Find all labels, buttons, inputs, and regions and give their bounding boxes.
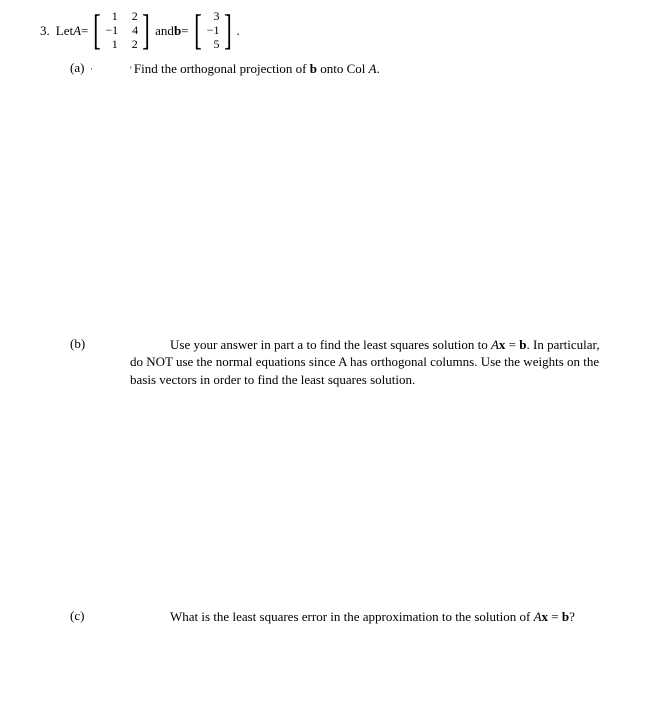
cell: 2 bbox=[126, 38, 138, 52]
text: Use your answer in part a to find the le… bbox=[170, 337, 491, 352]
vector-b: [ 3 −1 5 ] bbox=[191, 10, 235, 52]
text: onto Col bbox=[317, 61, 369, 76]
let-text: Let bbox=[56, 23, 73, 39]
cell: −1 bbox=[206, 24, 220, 38]
equals-1: = bbox=[81, 23, 88, 39]
right-bracket-icon: ] bbox=[224, 10, 232, 52]
matrix-A-cells: 1 2 −1 4 1 2 bbox=[104, 10, 139, 51]
vector-b-row-2: 5 bbox=[206, 38, 220, 52]
vector-b-row-1: −1 bbox=[206, 24, 220, 38]
A-symbol: A bbox=[73, 23, 81, 39]
cell: 3 bbox=[206, 10, 220, 24]
cell: 1 bbox=[106, 38, 118, 52]
part-c-label: (c) bbox=[70, 608, 130, 624]
equals-2: = bbox=[181, 23, 188, 39]
part-b: (b) Use your answer in part a to find th… bbox=[70, 336, 603, 389]
text: Find the orthogonal projection of bbox=[134, 61, 310, 76]
tick-icon: · bbox=[88, 64, 93, 74]
cell: 4 bbox=[126, 24, 138, 38]
A-symbol: A bbox=[369, 61, 377, 76]
right-bracket-icon: ] bbox=[142, 10, 150, 52]
equals: = bbox=[505, 337, 519, 352]
vector-b-cells: 3 −1 5 bbox=[205, 10, 221, 51]
matrix-A-row-1: −1 4 bbox=[105, 24, 138, 38]
label-text: (a) bbox=[70, 60, 84, 75]
part-a: (a) · ' Find the orthogonal projection o… bbox=[70, 60, 603, 78]
period: . bbox=[237, 23, 240, 39]
vector-b-row-0: 3 bbox=[206, 10, 220, 24]
and-text: and bbox=[155, 23, 174, 39]
workspace-a bbox=[70, 78, 603, 336]
matrix-A-row-0: 1 2 bbox=[105, 10, 138, 24]
equals: = bbox=[548, 609, 562, 624]
workspace-b bbox=[70, 388, 603, 608]
part-a-label: (a) · bbox=[70, 60, 130, 76]
matrix-A-row-2: 1 2 bbox=[105, 38, 138, 52]
text: What is the least squares error in the a… bbox=[170, 609, 534, 624]
subparts: (a) · ' Find the orthogonal projection o… bbox=[40, 60, 603, 626]
b-symbol: b bbox=[562, 609, 569, 624]
part-c: (c) What is the least squares error in t… bbox=[70, 608, 603, 626]
part-b-label: (b) bbox=[70, 336, 130, 352]
left-bracket-icon: [ bbox=[194, 10, 202, 52]
part-b-text: Use your answer in part a to find the le… bbox=[130, 336, 603, 389]
page: 3. Let A = [ 1 2 −1 4 1 2 ] bbox=[0, 0, 663, 626]
text: ? bbox=[569, 609, 575, 624]
cell: 5 bbox=[206, 38, 220, 52]
cell: 2 bbox=[126, 10, 138, 24]
cell: −1 bbox=[105, 24, 118, 38]
b-symbol: b bbox=[174, 23, 181, 39]
cell: 1 bbox=[106, 10, 118, 24]
b-symbol: b bbox=[310, 61, 317, 76]
A-symbol: A bbox=[534, 609, 542, 624]
matrix-A: [ 1 2 −1 4 1 2 ] bbox=[90, 10, 153, 52]
problem-statement: 3. Let A = [ 1 2 −1 4 1 2 ] bbox=[40, 10, 603, 52]
text: . bbox=[377, 61, 380, 76]
part-a-text: ' Find the orthogonal projection of b on… bbox=[130, 60, 603, 78]
A-symbol: A bbox=[491, 337, 499, 352]
problem-number: 3. bbox=[40, 23, 50, 39]
part-c-text: What is the least squares error in the a… bbox=[130, 608, 603, 626]
left-bracket-icon: [ bbox=[94, 10, 102, 52]
b-symbol: b bbox=[519, 337, 526, 352]
